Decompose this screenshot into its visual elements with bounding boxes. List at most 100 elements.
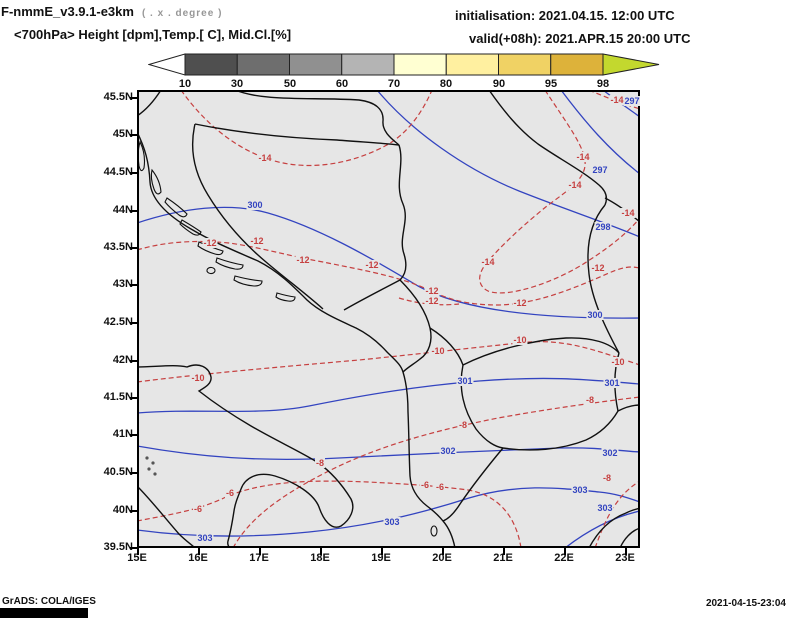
colorbar-tick-label: 70	[387, 78, 401, 90]
colorbar-cell	[445, 53, 499, 76]
lat-axis-label: 44N	[112, 204, 133, 216]
lat-axis-label: 40.5N	[103, 466, 133, 478]
temp-contour-label: -12	[590, 263, 606, 273]
lon-axis-label: 23E	[615, 552, 635, 564]
initialisation-label: initialisation: 2021.04.15. 12:00 UTC	[455, 8, 675, 23]
colorbar-tick-label: 10	[178, 78, 192, 90]
lat-axis-label: 45.5N	[103, 91, 133, 103]
map-canvas: 300 297 297 298 300 301 301 302 302 303 …	[137, 90, 640, 548]
footer-black-bar	[0, 608, 88, 618]
temp-contour-label: -12	[424, 286, 440, 296]
height-contour-label: 302	[601, 448, 619, 458]
temp-contour-label: -12	[424, 296, 440, 306]
axis-tick	[130, 134, 137, 136]
colorbar-tick-label: 50	[283, 78, 297, 90]
temp-contour-lines	[137, 90, 640, 548]
height-contour-lines	[137, 90, 640, 548]
lat-axis-label: 39.5N	[103, 541, 133, 553]
height-contour-label: 303	[571, 485, 589, 495]
model-title-line: F-nmmE_v3.9.1-e3km ( . x . degree )	[1, 4, 222, 19]
colorbar-cell	[498, 53, 552, 76]
height-contour-label: 303	[383, 517, 401, 527]
lat-axis-label: 42N	[112, 354, 133, 366]
colorbar-cell	[550, 53, 604, 76]
height-contour-label: 300	[246, 200, 264, 210]
temp-contour-label: -6	[192, 504, 204, 514]
height-contour-label: 303	[196, 533, 214, 543]
cloud-cover-colorbar	[148, 53, 660, 76]
temp-contour-label: -6	[419, 480, 431, 490]
calabria-coastline	[137, 485, 196, 548]
temp-contour-label: -10	[190, 373, 206, 383]
axis-tick	[130, 510, 137, 512]
lon-axis-label: 16E	[188, 552, 208, 564]
axis-tick	[130, 284, 137, 286]
temp-contour-label: -8	[457, 420, 469, 430]
temp-contour-label: -14	[575, 152, 591, 162]
island-dots	[145, 456, 157, 476]
lon-axis-label: 17E	[249, 552, 269, 564]
temp-contour-label: -12	[249, 236, 265, 246]
islands	[137, 140, 438, 537]
italy-coastline	[137, 364, 354, 548]
valid-label: valid(+08h): 2021.APR.15 20:00 UTC	[469, 31, 691, 46]
temp-contour-label: -12	[202, 238, 218, 248]
axis-tick	[198, 548, 200, 555]
temp-contour-label: -14	[257, 153, 273, 163]
colorbar-cell	[184, 53, 238, 76]
colorbar-left-arrow	[148, 53, 186, 76]
colorbar-cell	[393, 53, 447, 76]
temp-contour-label: -10	[430, 346, 446, 356]
axis-tick	[130, 397, 137, 399]
colorbar-cell	[289, 53, 343, 76]
temp-contour-label: -14	[620, 208, 636, 218]
height-contour-label: 302	[439, 446, 457, 456]
axis-tick	[625, 548, 627, 555]
axis-tick	[130, 97, 137, 99]
map-frame	[137, 90, 640, 548]
colorbar-tick-label: 30	[230, 78, 244, 90]
height-contour-label: 298	[594, 222, 612, 232]
height-contour-label: 301	[603, 378, 621, 388]
run-info: initialisation: 2021.04.15. 12:00 UTC va…	[455, 4, 690, 50]
model-subtitle: ( . x . degree )	[141, 8, 223, 19]
temp-contour-label: -8	[584, 395, 596, 405]
temp-contour-label: -10	[512, 335, 528, 345]
adriatic-coastline	[137, 131, 456, 548]
height-contour-label: 297	[591, 165, 609, 175]
lon-axis-label: 19E	[371, 552, 391, 564]
colorbar-cell	[236, 53, 290, 76]
axis-tick	[130, 360, 137, 362]
lat-axis-label: 41.5N	[103, 391, 133, 403]
axis-tick	[442, 548, 444, 555]
lon-axis-label: 20E	[432, 552, 452, 564]
lat-axis-label: 44.5N	[103, 166, 133, 178]
lon-axis-label: 21E	[493, 552, 513, 564]
axis-tick	[130, 210, 137, 212]
temp-contour-label: -10	[610, 357, 626, 367]
temp-contour-label: -12	[364, 260, 380, 270]
axis-tick	[137, 548, 139, 555]
grads-credit: GrADS: COLA/IGES	[2, 596, 96, 607]
temp-contour-label: -12	[512, 298, 528, 308]
axis-tick	[259, 548, 261, 555]
colorbar-tick-label: 80	[439, 78, 453, 90]
axis-tick	[564, 548, 566, 555]
lon-axis-label: 18E	[310, 552, 330, 564]
map-graphics	[137, 90, 640, 548]
colorbar-tick-label: 60	[335, 78, 349, 90]
temp-contour-label: -14	[480, 257, 496, 267]
height-contour-label: 297	[623, 96, 640, 106]
height-contour-label: 301	[456, 376, 474, 386]
lat-axis-label: 43N	[112, 278, 133, 290]
axis-tick	[381, 548, 383, 555]
creation-timestamp: 2021-04-15-23:04	[705, 598, 786, 609]
field-title: <700hPa> Height [dpm],Temp.[ C], Mid.Cl.…	[14, 27, 292, 42]
axis-tick	[130, 547, 137, 549]
axis-tick	[130, 434, 137, 436]
lon-axis-label: 22E	[554, 552, 574, 564]
temp-contour-label: -8	[601, 473, 613, 483]
temp-contour-label: -6	[224, 488, 236, 498]
axis-tick	[130, 247, 137, 249]
